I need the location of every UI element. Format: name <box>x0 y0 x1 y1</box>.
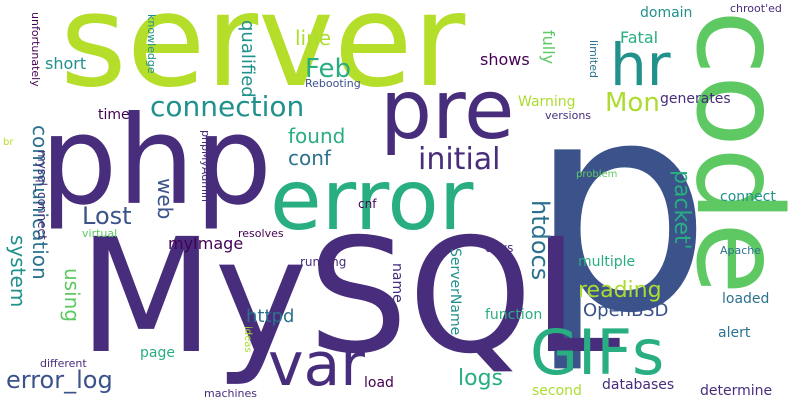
word-days: days <box>485 241 514 255</box>
word-php: php <box>40 90 273 232</box>
word-machines: machines <box>204 387 258 400</box>
word-logs: logs <box>458 366 503 391</box>
word-domain: domain <box>640 5 693 21</box>
word-short: short <box>45 54 87 73</box>
word-p: p <box>528 40 713 377</box>
word-server: server <box>60 0 466 116</box>
word-conf: conf <box>288 146 331 170</box>
word-qualified: qualified <box>237 20 258 98</box>
word-httpd: httpd <box>246 306 295 327</box>
word-loaded: loaded <box>722 291 770 307</box>
word-databases: databases <box>602 377 675 393</box>
word-communication: communication <box>28 125 52 280</box>
word-code: code <box>670 10 800 295</box>
word-error: error <box>270 151 474 249</box>
word-phpmyadmin: phpMyAdmin <box>199 130 212 202</box>
word-time: time <box>98 107 130 123</box>
word-connect: connect <box>720 189 776 205</box>
word-resolves: resolves <box>238 227 284 240</box>
word-problem: problem <box>576 169 618 180</box>
word-packet: packet' <box>669 170 694 250</box>
word-generates: generates <box>660 91 731 107</box>
word-feb: Feb <box>305 54 352 84</box>
word-page: page <box>140 345 175 361</box>
word-servername: ServerName <box>447 248 463 336</box>
word-system: system <box>6 235 30 308</box>
word-myimage: myImage <box>168 234 244 253</box>
word-lost: Lost <box>82 202 132 230</box>
word-hr: hr <box>610 31 671 99</box>
word-mon: Mon <box>605 88 660 118</box>
word-second: second <box>532 383 582 399</box>
word-shows: shows <box>480 50 530 69</box>
word-fatal: Fatal <box>620 28 659 47</box>
word-limited: limited <box>587 40 600 78</box>
word-versions: versions <box>545 109 592 122</box>
word-br: br <box>3 137 14 148</box>
word-multiple: multiple <box>578 254 636 270</box>
word-determine: determine <box>700 383 773 399</box>
word-connection: connection <box>150 90 305 123</box>
word-mysql-connect: mysql_connect <box>35 150 49 240</box>
word-alert: alert <box>718 325 751 341</box>
word-chrooted: chroot'ed <box>730 2 782 15</box>
word-openbsd: OpenBSD <box>583 300 669 321</box>
word-var: var <box>268 330 365 400</box>
word-initial: initial <box>418 142 501 177</box>
word-different: different <box>40 357 87 370</box>
word-unfortunately: unfortunately <box>29 12 42 87</box>
word-fully: fully <box>539 30 558 65</box>
word-web: web <box>153 178 177 220</box>
word-reading: reading <box>578 278 662 303</box>
word-found: found <box>288 124 346 148</box>
word-name: name <box>389 263 405 303</box>
word-using: using <box>60 268 84 323</box>
word-load: load <box>364 375 394 391</box>
word-rebooting: Rebooting <box>305 77 361 90</box>
word-cnf: cnf <box>358 197 377 211</box>
word-function: function <box>485 307 543 323</box>
word-gifs: GIFs <box>530 316 665 389</box>
word-line: line <box>295 26 332 50</box>
word-mysql: MySQL <box>78 205 621 389</box>
word-apache: Apache <box>720 244 762 257</box>
word-knowledge: knowledge <box>145 14 158 74</box>
word-running: running <box>300 255 347 269</box>
word-warning: Warning <box>518 94 576 110</box>
word-error-log: error_log <box>6 366 113 394</box>
word-ideas: ideas <box>242 326 253 353</box>
word-virtual: virtual <box>82 227 118 240</box>
word-pre: pre <box>380 63 515 158</box>
word-htdocs: htdocs <box>526 200 554 281</box>
